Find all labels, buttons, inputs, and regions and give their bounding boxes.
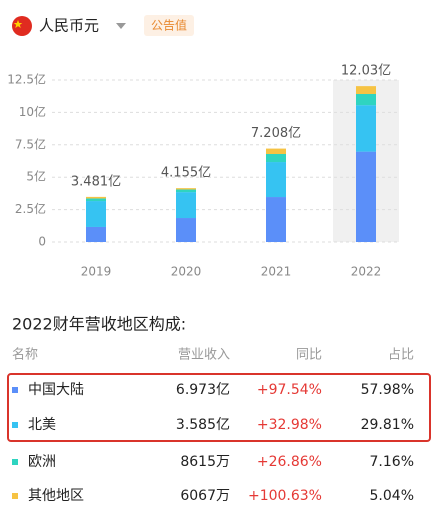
cell: 其他地区 bbox=[28, 488, 84, 504]
bar-segment bbox=[86, 226, 106, 242]
cell: +26.86% bbox=[257, 454, 322, 470]
cell: 57.98% bbox=[361, 382, 414, 398]
cell: 5.04% bbox=[370, 488, 414, 504]
row-dot bbox=[12, 387, 18, 393]
column-header: 同比 bbox=[296, 348, 322, 363]
bar-segment bbox=[176, 218, 196, 242]
total-label: 4.155亿 bbox=[161, 166, 211, 181]
column-header: 占比 bbox=[388, 348, 414, 363]
cell: +100.63% bbox=[248, 488, 322, 504]
badge-bg bbox=[144, 15, 194, 36]
cell: 欧洲 bbox=[28, 454, 56, 470]
bar-segment bbox=[176, 188, 196, 190]
x-tick-label: 2021 bbox=[261, 265, 292, 279]
cell: 中国大陆 bbox=[28, 382, 84, 398]
bar-segment bbox=[356, 86, 376, 95]
bar-segment bbox=[176, 192, 196, 219]
bar-segment bbox=[356, 105, 376, 152]
y-tick-label: 2.5亿 bbox=[15, 201, 46, 216]
column-header: 名称 bbox=[12, 347, 38, 363]
y-tick-label: 12.5亿 bbox=[7, 72, 46, 87]
row-dot bbox=[12, 493, 18, 499]
cell: 北美 bbox=[28, 417, 56, 433]
total-label: 3.481亿 bbox=[71, 174, 121, 189]
y-tick-label: 10亿 bbox=[19, 104, 46, 119]
cell: 8615万 bbox=[180, 454, 230, 470]
y-tick-label: 0 bbox=[38, 235, 46, 249]
dropdown-arrow[interactable] bbox=[116, 23, 126, 29]
y-tick-label: 5亿 bbox=[26, 169, 46, 184]
bar-segment bbox=[86, 201, 106, 227]
bar-segment bbox=[266, 154, 286, 163]
highlight-box bbox=[7, 373, 431, 442]
cell: +32.98% bbox=[257, 417, 322, 433]
cell: 3.585亿 bbox=[176, 417, 230, 433]
column-header: 营业收入 bbox=[178, 348, 230, 363]
x-tick-label: 2019 bbox=[81, 265, 112, 279]
chart: 0 2.5亿 5亿 7.5亿 10亿 12.5亿 3.481亿 2019 4.155亿 2020 7… bbox=[7, 64, 400, 279]
currency-label[interactable]: 人民币元 bbox=[39, 17, 99, 35]
badge: 公告值 bbox=[151, 18, 187, 33]
bar-segment bbox=[266, 197, 286, 242]
row-dot bbox=[12, 422, 18, 428]
x-tick-label: 2020 bbox=[171, 265, 202, 279]
table-title: 2022财年营收地区构成: bbox=[12, 315, 186, 334]
cell: 29.81% bbox=[361, 417, 414, 433]
total-label: 7.208亿 bbox=[251, 126, 301, 141]
bar-segment bbox=[86, 198, 106, 202]
bar-segment bbox=[356, 94, 376, 106]
flag-icon bbox=[12, 16, 32, 36]
total-label: 12.03亿 bbox=[341, 64, 391, 79]
row-dot bbox=[12, 459, 18, 465]
bar-segment bbox=[266, 162, 286, 198]
bar-segment bbox=[266, 148, 286, 155]
cell: 6067万 bbox=[180, 488, 230, 504]
cell: +97.54% bbox=[257, 382, 322, 398]
cell: 6.973亿 bbox=[176, 382, 230, 398]
bar-segment bbox=[356, 151, 376, 242]
bar-segment bbox=[176, 189, 196, 193]
x-tick-label: 2022 bbox=[351, 265, 382, 279]
cell: 7.16% bbox=[370, 454, 414, 470]
bar-segment bbox=[86, 196, 106, 199]
y-tick-label: 7.5亿 bbox=[15, 136, 46, 151]
